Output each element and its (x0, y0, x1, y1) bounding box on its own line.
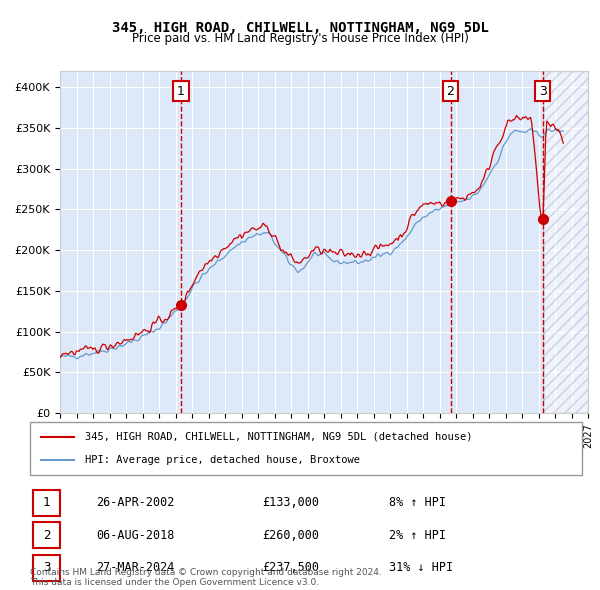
Text: 3: 3 (43, 561, 50, 575)
Text: 06-AUG-2018: 06-AUG-2018 (96, 529, 175, 542)
Text: 31% ↓ HPI: 31% ↓ HPI (389, 561, 453, 575)
Bar (544, 71, 588, 413)
FancyBboxPatch shape (33, 555, 61, 581)
Text: 1: 1 (177, 85, 185, 98)
FancyBboxPatch shape (33, 523, 61, 549)
Text: 345, HIGH ROAD, CHILWELL, NOTTINGHAM, NG9 5DL (detached house): 345, HIGH ROAD, CHILWELL, NOTTINGHAM, NG… (85, 432, 473, 442)
Text: 27-MAR-2024: 27-MAR-2024 (96, 561, 175, 575)
Text: 26-APR-2002: 26-APR-2002 (96, 496, 175, 510)
Text: 2% ↑ HPI: 2% ↑ HPI (389, 529, 446, 542)
Text: £260,000: £260,000 (262, 529, 319, 542)
Text: 1: 1 (43, 496, 50, 510)
FancyBboxPatch shape (30, 422, 582, 475)
Text: HPI: Average price, detached house, Broxtowe: HPI: Average price, detached house, Brox… (85, 455, 360, 465)
Text: 8% ↑ HPI: 8% ↑ HPI (389, 496, 446, 510)
Bar (544, 71, 588, 413)
Text: £237,500: £237,500 (262, 561, 319, 575)
Text: Contains HM Land Registry data © Crown copyright and database right 2024.
This d: Contains HM Land Registry data © Crown c… (30, 568, 382, 587)
Text: 2: 2 (43, 529, 50, 542)
Text: £133,000: £133,000 (262, 496, 319, 510)
Text: Price paid vs. HM Land Registry's House Price Index (HPI): Price paid vs. HM Land Registry's House … (131, 32, 469, 45)
FancyBboxPatch shape (33, 490, 61, 516)
Text: 3: 3 (539, 85, 547, 98)
Text: 345, HIGH ROAD, CHILWELL, NOTTINGHAM, NG9 5DL: 345, HIGH ROAD, CHILWELL, NOTTINGHAM, NG… (112, 21, 488, 35)
Text: 2: 2 (446, 85, 454, 98)
